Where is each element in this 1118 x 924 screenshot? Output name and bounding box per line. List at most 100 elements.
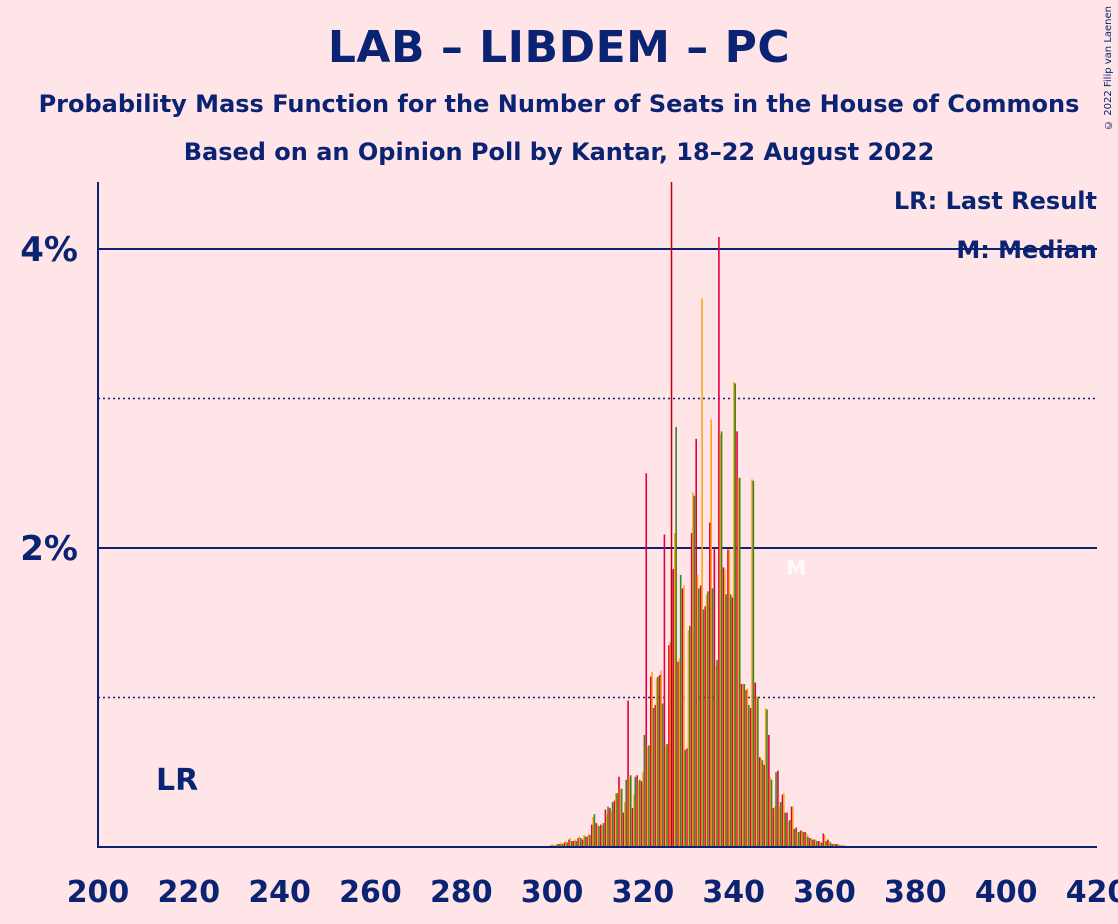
bar-pc <box>666 743 668 847</box>
bar-lab <box>595 823 598 847</box>
bar-libdem <box>664 745 667 847</box>
bar-libdem <box>814 839 817 847</box>
bar-pc <box>616 793 618 847</box>
bar-lab <box>613 800 616 847</box>
bar-pc <box>729 594 732 847</box>
bar-lab <box>677 661 679 847</box>
bar-lab <box>695 438 697 847</box>
bar-lab <box>709 522 711 847</box>
bar-libdem <box>646 746 649 847</box>
bar-lab <box>804 832 806 847</box>
bar-libdem <box>655 678 658 847</box>
bar-pc <box>684 749 687 847</box>
bar-lab <box>818 841 820 847</box>
bar-pc <box>566 842 568 847</box>
bar-lab <box>799 830 802 847</box>
bar-libdem <box>560 842 563 847</box>
bar-libdem <box>596 824 599 847</box>
bar-lab <box>663 534 666 847</box>
legend-last-result: LR: Last Result <box>894 187 1097 215</box>
bar-lab <box>640 781 643 847</box>
bar-libdem <box>769 776 771 847</box>
bar-series: M <box>550 182 845 848</box>
bar-pc <box>570 841 573 847</box>
bar-lab <box>559 844 561 847</box>
bar-libdem <box>587 833 590 847</box>
bar-libdem <box>605 814 608 847</box>
bar-lab <box>618 776 620 847</box>
bar-pc <box>829 842 832 847</box>
bar-libdem <box>760 758 762 847</box>
last-result-label: LR <box>156 763 198 798</box>
bar-lab <box>790 806 793 847</box>
bar-lab <box>768 734 770 847</box>
bar-libdem <box>801 830 803 847</box>
bar-libdem <box>719 434 722 847</box>
bar-libdem <box>751 479 753 847</box>
bar-lab <box>686 748 688 847</box>
bar-lab <box>681 588 684 847</box>
x-tick-labels: 200 220 240 260 280 300 320 340 360 380 400 420 <box>67 875 1118 910</box>
bar-lab <box>795 827 797 847</box>
bar-libdem <box>578 836 581 847</box>
bar-pc <box>652 707 655 847</box>
bar-pc <box>711 588 714 847</box>
bar-pc <box>807 836 809 847</box>
bar-pc <box>720 431 723 847</box>
bar-pc <box>761 760 764 847</box>
bar-lab <box>645 473 648 847</box>
x-tick-label: 380 <box>884 875 947 910</box>
bar-pc <box>625 779 628 847</box>
bar-libdem <box>832 844 835 847</box>
bar-libdem <box>837 844 840 847</box>
bar-lab <box>718 237 720 848</box>
bar-pc <box>598 826 600 847</box>
bar-pc <box>657 676 659 847</box>
bar-libdem <box>601 826 603 847</box>
x-tick-label: 320 <box>612 875 675 910</box>
bar-pc <box>561 844 564 847</box>
bar-lab <box>690 533 693 847</box>
bar-lab <box>704 606 707 847</box>
bar-pc <box>766 709 768 847</box>
chart-title: LAB – LIBDEM – PC <box>327 22 791 73</box>
bar-lab <box>781 794 784 847</box>
bar-pc <box>648 745 650 847</box>
bar-pc <box>743 684 746 847</box>
bar-lab <box>749 707 752 847</box>
bar-libdem <box>742 684 744 847</box>
bar-pc <box>643 734 646 847</box>
bar-libdem <box>678 658 681 847</box>
bar-lab <box>604 809 607 847</box>
bar-pc <box>557 844 559 847</box>
bar-libdem <box>574 839 576 847</box>
bar-lab <box>777 770 779 847</box>
bar-libdem <box>551 844 554 847</box>
bar-lab <box>627 700 629 847</box>
bar-lab <box>713 548 716 847</box>
bar-lab <box>754 682 757 847</box>
bar-lab <box>649 676 652 847</box>
bar-pc <box>698 588 700 847</box>
bar-pc <box>788 820 791 847</box>
bar-libdem <box>583 835 585 847</box>
x-tick-label: 360 <box>793 875 856 910</box>
bar-pc <box>675 426 677 847</box>
bar-pc <box>775 772 777 847</box>
bar-lab <box>654 704 657 847</box>
bar-pc <box>584 836 587 847</box>
bar-pc <box>811 839 814 847</box>
bar-pc <box>634 776 637 847</box>
bar-pc <box>752 480 755 847</box>
x-tick-label: 220 <box>158 875 221 910</box>
x-tick-label: 240 <box>248 875 311 910</box>
bar-lab <box>808 838 811 847</box>
bar-libdem <box>633 794 635 847</box>
bar-pc <box>834 844 836 847</box>
bar-lab <box>736 431 738 847</box>
bar-pc <box>679 574 682 847</box>
bar-libdem <box>642 772 644 847</box>
bar-pc <box>770 779 773 847</box>
bar-lab <box>563 842 566 847</box>
